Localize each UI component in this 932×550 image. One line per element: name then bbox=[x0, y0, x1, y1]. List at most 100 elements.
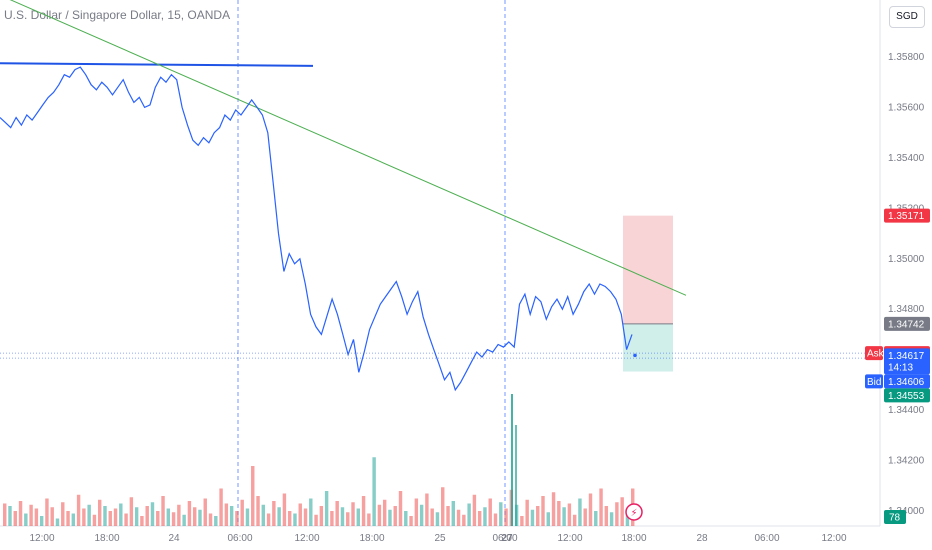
lightning-glyph: ⚡ bbox=[630, 508, 637, 519]
x-tick-label: 12:00 bbox=[821, 533, 846, 544]
volume-bar bbox=[145, 506, 149, 526]
axes: 1.358001.356001.354001.352001.350001.348… bbox=[29, 52, 924, 544]
last-price-text: 1.34617 bbox=[888, 351, 925, 362]
volume-bar bbox=[609, 512, 614, 526]
volume-bar bbox=[309, 498, 313, 526]
x-tick-label: 06:00 bbox=[227, 533, 252, 544]
bid-tag: Bid bbox=[867, 377, 881, 388]
stop-loss-zone bbox=[623, 215, 673, 324]
volume-bar bbox=[562, 507, 566, 526]
x-tick-label: 18:00 bbox=[94, 533, 119, 544]
volume-bar bbox=[171, 512, 176, 526]
bid-text: 1.34606 bbox=[888, 377, 925, 388]
volume-bar bbox=[293, 513, 297, 526]
volume-bar bbox=[298, 503, 302, 526]
volume-bar bbox=[467, 503, 471, 526]
volume-bar bbox=[335, 501, 339, 526]
y-tick-label: 1.34800 bbox=[888, 304, 925, 315]
volume-bar bbox=[119, 503, 123, 526]
volume-bar bbox=[419, 504, 424, 526]
y-tick-label: 1.35000 bbox=[888, 254, 925, 265]
volume-bar bbox=[499, 502, 503, 526]
volume-bar bbox=[351, 502, 355, 526]
x-tick-label: 12:00 bbox=[557, 533, 582, 544]
entry-badge-text: 1.34742 bbox=[888, 319, 925, 330]
x-tick-label: 28 bbox=[696, 533, 708, 544]
countdown-text: 14:13 bbox=[888, 362, 913, 373]
last-price-dot bbox=[633, 353, 637, 358]
volume-bar bbox=[483, 507, 487, 526]
volume-bar bbox=[282, 493, 287, 526]
target-text: 1.34553 bbox=[888, 391, 925, 402]
volume-bar bbox=[203, 498, 207, 526]
volume-bar bbox=[356, 508, 361, 526]
volume-bar bbox=[377, 504, 382, 526]
volume-bar bbox=[161, 496, 165, 526]
volume-bar bbox=[441, 487, 445, 526]
volume-bar bbox=[97, 499, 102, 526]
descending-trendline bbox=[9, 0, 687, 296]
y-tick-label: 1.35800 bbox=[888, 52, 925, 63]
volume-bar bbox=[330, 511, 334, 526]
volume-bar bbox=[599, 488, 603, 526]
volume-bar bbox=[3, 503, 7, 526]
stop-badge-bg bbox=[884, 208, 930, 223]
volume-bar bbox=[55, 518, 60, 526]
volume-bar bbox=[398, 491, 403, 526]
volume-bar bbox=[34, 508, 39, 526]
y-tick-label: 1.34000 bbox=[888, 506, 925, 517]
volume-bar bbox=[24, 513, 28, 526]
volume-bar bbox=[551, 492, 556, 526]
chart-title: U.S. Dollar / Singapore Dollar, 15, OAND… bbox=[4, 8, 231, 22]
bid-bg bbox=[884, 374, 930, 389]
volume-bar bbox=[393, 506, 397, 526]
y-tick-label: 1.35400 bbox=[888, 153, 925, 164]
volume-bar bbox=[61, 502, 65, 526]
volume-bar bbox=[319, 506, 324, 526]
position-zones bbox=[0, 215, 880, 372]
volume-bar bbox=[303, 508, 308, 526]
volume-bar bbox=[451, 501, 456, 526]
volume-bar bbox=[129, 497, 134, 526]
volume-bar bbox=[261, 504, 266, 526]
volume-bar bbox=[462, 514, 466, 526]
volume-bar bbox=[430, 508, 434, 526]
volume-bar bbox=[572, 514, 577, 526]
volume-badge-bg bbox=[884, 510, 906, 524]
volume-badge-text: 78 bbox=[889, 513, 901, 524]
x-tick-label: 06:00 bbox=[492, 533, 517, 544]
volume-bar bbox=[140, 516, 144, 526]
volume-bar bbox=[177, 504, 181, 526]
x-tick-label: 24 bbox=[168, 533, 180, 544]
price-line bbox=[0, 66, 633, 392]
x-tick-label: 18:00 bbox=[621, 533, 646, 544]
volume-bar bbox=[208, 513, 213, 526]
volume-bar bbox=[504, 508, 508, 526]
ask-badge-tag-bg bbox=[865, 346, 883, 361]
volume-bar bbox=[557, 501, 561, 526]
volume-bar bbox=[446, 506, 450, 526]
volume-bar bbox=[45, 498, 49, 526]
volume-bar bbox=[272, 501, 276, 526]
stop-badge: 1.35171 bbox=[884, 208, 930, 223]
volume-bar bbox=[340, 507, 345, 526]
volume-bar bbox=[156, 511, 160, 526]
lightning-icon bbox=[625, 503, 643, 521]
horizontal-trendline bbox=[0, 62, 314, 67]
volume-bar bbox=[18, 501, 23, 526]
volume-bar bbox=[594, 511, 598, 526]
volume-bar bbox=[546, 512, 550, 526]
volume-bar bbox=[404, 511, 408, 526]
volume-bar bbox=[92, 514, 97, 526]
currency-button[interactable]: SGD bbox=[889, 6, 925, 28]
volume-bar bbox=[425, 493, 429, 526]
volume-bar bbox=[266, 513, 271, 526]
volume-bar bbox=[198, 509, 202, 526]
last-price-bg bbox=[884, 348, 930, 375]
volume-bar bbox=[287, 511, 292, 526]
volume-bar bbox=[588, 493, 593, 526]
volume-bar bbox=[166, 508, 171, 526]
volume-bar bbox=[82, 508, 86, 526]
